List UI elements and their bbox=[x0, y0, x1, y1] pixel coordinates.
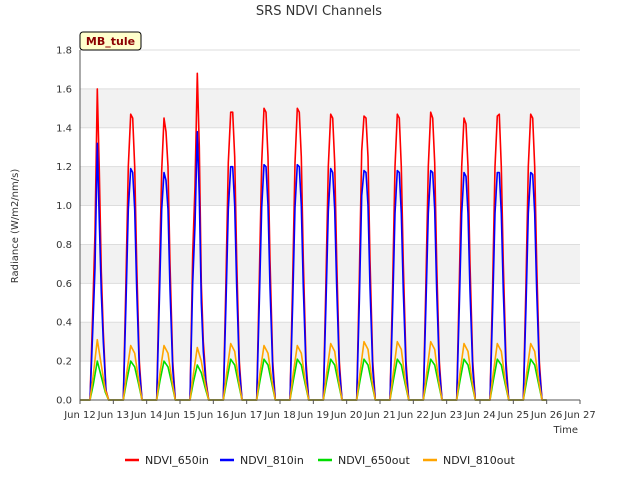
y-tick-label: 1.4 bbox=[56, 123, 72, 134]
y-tick-label: 1.8 bbox=[56, 46, 72, 57]
y-tick-label: 1.2 bbox=[56, 162, 72, 173]
y-tick-label: 1.6 bbox=[56, 84, 72, 95]
x-tick-label: Jun 13 bbox=[97, 410, 130, 421]
axes bbox=[79, 50, 580, 401]
x-axis-label: Time bbox=[553, 425, 578, 436]
x-tick-label: Jun 22 bbox=[397, 410, 430, 421]
x-tick-label: Jun 24 bbox=[463, 410, 496, 421]
legend-label: NDVI_810in bbox=[240, 454, 304, 467]
x-tick-label: Jun 21 bbox=[363, 410, 396, 421]
y-tick-label: 0.4 bbox=[56, 318, 72, 329]
site-badge-box bbox=[79, 31, 142, 51]
x-tick-label: Jun 14 bbox=[130, 410, 163, 421]
x-tick-label: Jun 17 bbox=[230, 410, 263, 421]
legend-label: NDVI_650in bbox=[145, 454, 209, 467]
y-tick-label: 0.6 bbox=[56, 279, 72, 290]
x-tick-label: Jun 18 bbox=[263, 410, 296, 421]
grid-band bbox=[80, 244, 580, 284]
legend-label: NDVI_650out bbox=[338, 454, 410, 467]
y-tick-label: 0.8 bbox=[56, 240, 72, 251]
x-tick-label: Jun 19 bbox=[297, 410, 330, 421]
y-axis-label: Radiance (W/m2/nm/s) bbox=[10, 169, 21, 284]
x-tick-label: Jun 26 bbox=[530, 410, 563, 421]
site-badge-label: MB_tule bbox=[86, 35, 135, 48]
x-tick-label: Jun 23 bbox=[430, 410, 463, 421]
chart-title: SRS NDVI Channels bbox=[256, 4, 382, 19]
x-tick-label: Jun 20 bbox=[330, 410, 363, 421]
legend: NDVI_650in NDVI_810in NDVI_650out NDVI_810o… bbox=[125, 454, 515, 467]
y-tick-label: 1.0 bbox=[56, 201, 72, 212]
x-tick-label: Jun 25 bbox=[497, 410, 530, 421]
y-tick-label: 0.2 bbox=[56, 357, 72, 368]
x-axis-ticks: Jun 12 Jun 13 Jun 14 Jun 15 Jun 16 Jun 17 Jun … bbox=[63, 400, 596, 421]
legend-label: NDVI_810out bbox=[443, 454, 515, 467]
x-tick-label: Jun 16 bbox=[197, 410, 230, 421]
site-badge: MB_tule bbox=[79, 31, 142, 51]
y-tick-label: 0.0 bbox=[56, 396, 72, 407]
x-tick-label: Jun 15 bbox=[163, 410, 196, 421]
y-axis-ticks: 0.0 0.2 0.4 0.6 0.8 1.0 1.2 1.4 1.6 1.8 bbox=[56, 46, 72, 407]
x-tick-label: Jun 27 bbox=[563, 410, 596, 421]
x-tick-label: Jun 12 bbox=[63, 410, 96, 421]
